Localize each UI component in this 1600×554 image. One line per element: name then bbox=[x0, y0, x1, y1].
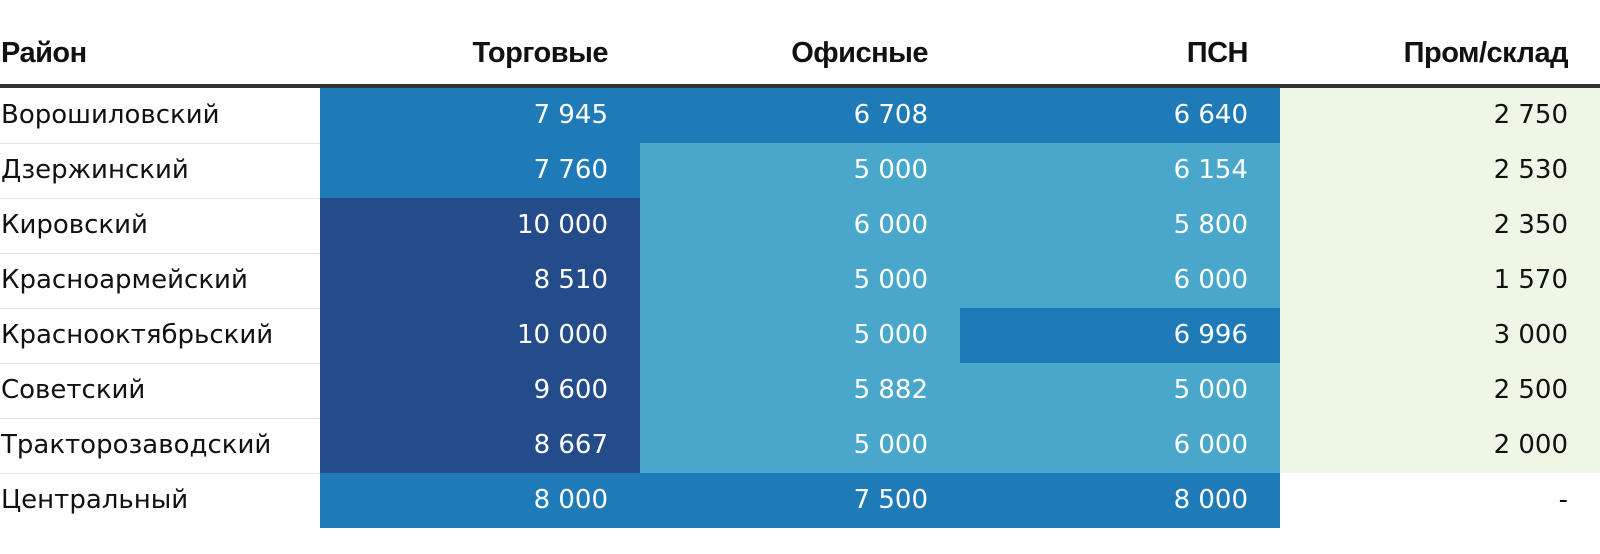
cell-psn: 8 000 bbox=[960, 473, 1280, 528]
cell-psn: 5 000 bbox=[960, 363, 1280, 419]
district-name: Центральный bbox=[1, 485, 189, 515]
district-name: Красноармейский bbox=[0, 253, 320, 309]
cell-office: 5 882 bbox=[640, 363, 960, 419]
district-name: Советский bbox=[0, 363, 320, 419]
cell-industrial: 2 500 bbox=[1280, 363, 1600, 419]
cell-retail: 10 000 bbox=[320, 198, 640, 254]
cell-office: 5 000 bbox=[640, 143, 960, 199]
cell-psn: 6 996 bbox=[960, 308, 1280, 364]
cell-psn: 6 640 bbox=[960, 88, 1280, 144]
table-row: Дзержинский 7 760 5 000 6 154 2 530 bbox=[0, 143, 1600, 199]
district-name: Дзержинский bbox=[0, 143, 320, 199]
cell-psn: 6 154 bbox=[960, 143, 1280, 199]
table-row: Советский 9 600 5 882 5 000 2 500 bbox=[0, 363, 1600, 419]
district-name: Тракторозаводский bbox=[0, 418, 320, 474]
price-table: Район Торговые Офисные ПСН Пром/склад Во… bbox=[0, 22, 1600, 528]
table-row: Ворошиловский 7 945 6 708 6 640 2 750 bbox=[0, 88, 1600, 144]
column-header-district[interactable]: Район bbox=[1, 37, 87, 69]
cell-office: 6 000 bbox=[640, 198, 960, 254]
district-name: Кировский bbox=[0, 198, 320, 254]
table-row: Тракторозаводский 8 667 5 000 6 000 2 000 bbox=[0, 418, 1600, 474]
table-row: Центральный 8 000 7 500 8 000- bbox=[0, 473, 1600, 528]
cell-industrial: 2 350 bbox=[1280, 198, 1600, 254]
table-row: Кировский 10 000 6 000 5 800 2 350 bbox=[0, 198, 1600, 254]
cell-office: 5 000 bbox=[640, 308, 960, 364]
table-row: Краснооктябрьский 10 000 5 000 6 996 3 000 bbox=[0, 308, 1600, 364]
cell-retail: 10 000 bbox=[320, 308, 640, 364]
cell-office: 6 708 bbox=[640, 88, 960, 144]
cell-retail: 8 667 bbox=[320, 418, 640, 474]
cell-industrial: 2 530 bbox=[1280, 143, 1600, 199]
column-header-industrial[interactable]: Пром/склад bbox=[1403, 37, 1569, 69]
cell-psn: 5 800 bbox=[960, 198, 1280, 254]
cell-industrial: - bbox=[1280, 473, 1600, 528]
cell-industrial: 3 000 bbox=[1280, 308, 1600, 364]
cell-industrial: 2 000 bbox=[1280, 418, 1600, 474]
cell-retail: 7 760 bbox=[320, 143, 640, 199]
cell-industrial: 2 750 bbox=[1280, 88, 1600, 144]
cell-retail: 7 945 bbox=[320, 88, 640, 144]
table-header: Район Торговые Офисные ПСН Пром/склад bbox=[0, 22, 1600, 88]
table-body: Ворошиловский 7 945 6 708 6 640 2 750 Дзержин… bbox=[0, 88, 1600, 528]
district-name: Краснооктябрьский bbox=[0, 308, 320, 364]
cell-retail: 8 000 bbox=[320, 473, 640, 528]
column-header-retail[interactable]: Торговые bbox=[472, 37, 609, 69]
cell-retail: 8 510 bbox=[320, 253, 640, 309]
cell-psn: 6 000 bbox=[960, 418, 1280, 474]
cell-office: 5 000 bbox=[640, 418, 960, 474]
table-row: Красноармейский 8 510 5 000 6 000 1 570 bbox=[0, 253, 1600, 309]
column-header-office[interactable]: Офисные bbox=[791, 37, 928, 69]
cell-retail: 9 600 bbox=[320, 363, 640, 419]
cell-industrial: 1 570 bbox=[1280, 253, 1600, 309]
column-header-psn[interactable]: ПСН bbox=[1186, 37, 1249, 69]
cell-office: 5 000 bbox=[640, 253, 960, 309]
cell-office: 7 500 bbox=[640, 473, 960, 528]
district-name: Ворошиловский bbox=[0, 88, 320, 144]
cell-psn: 6 000 bbox=[960, 253, 1280, 309]
